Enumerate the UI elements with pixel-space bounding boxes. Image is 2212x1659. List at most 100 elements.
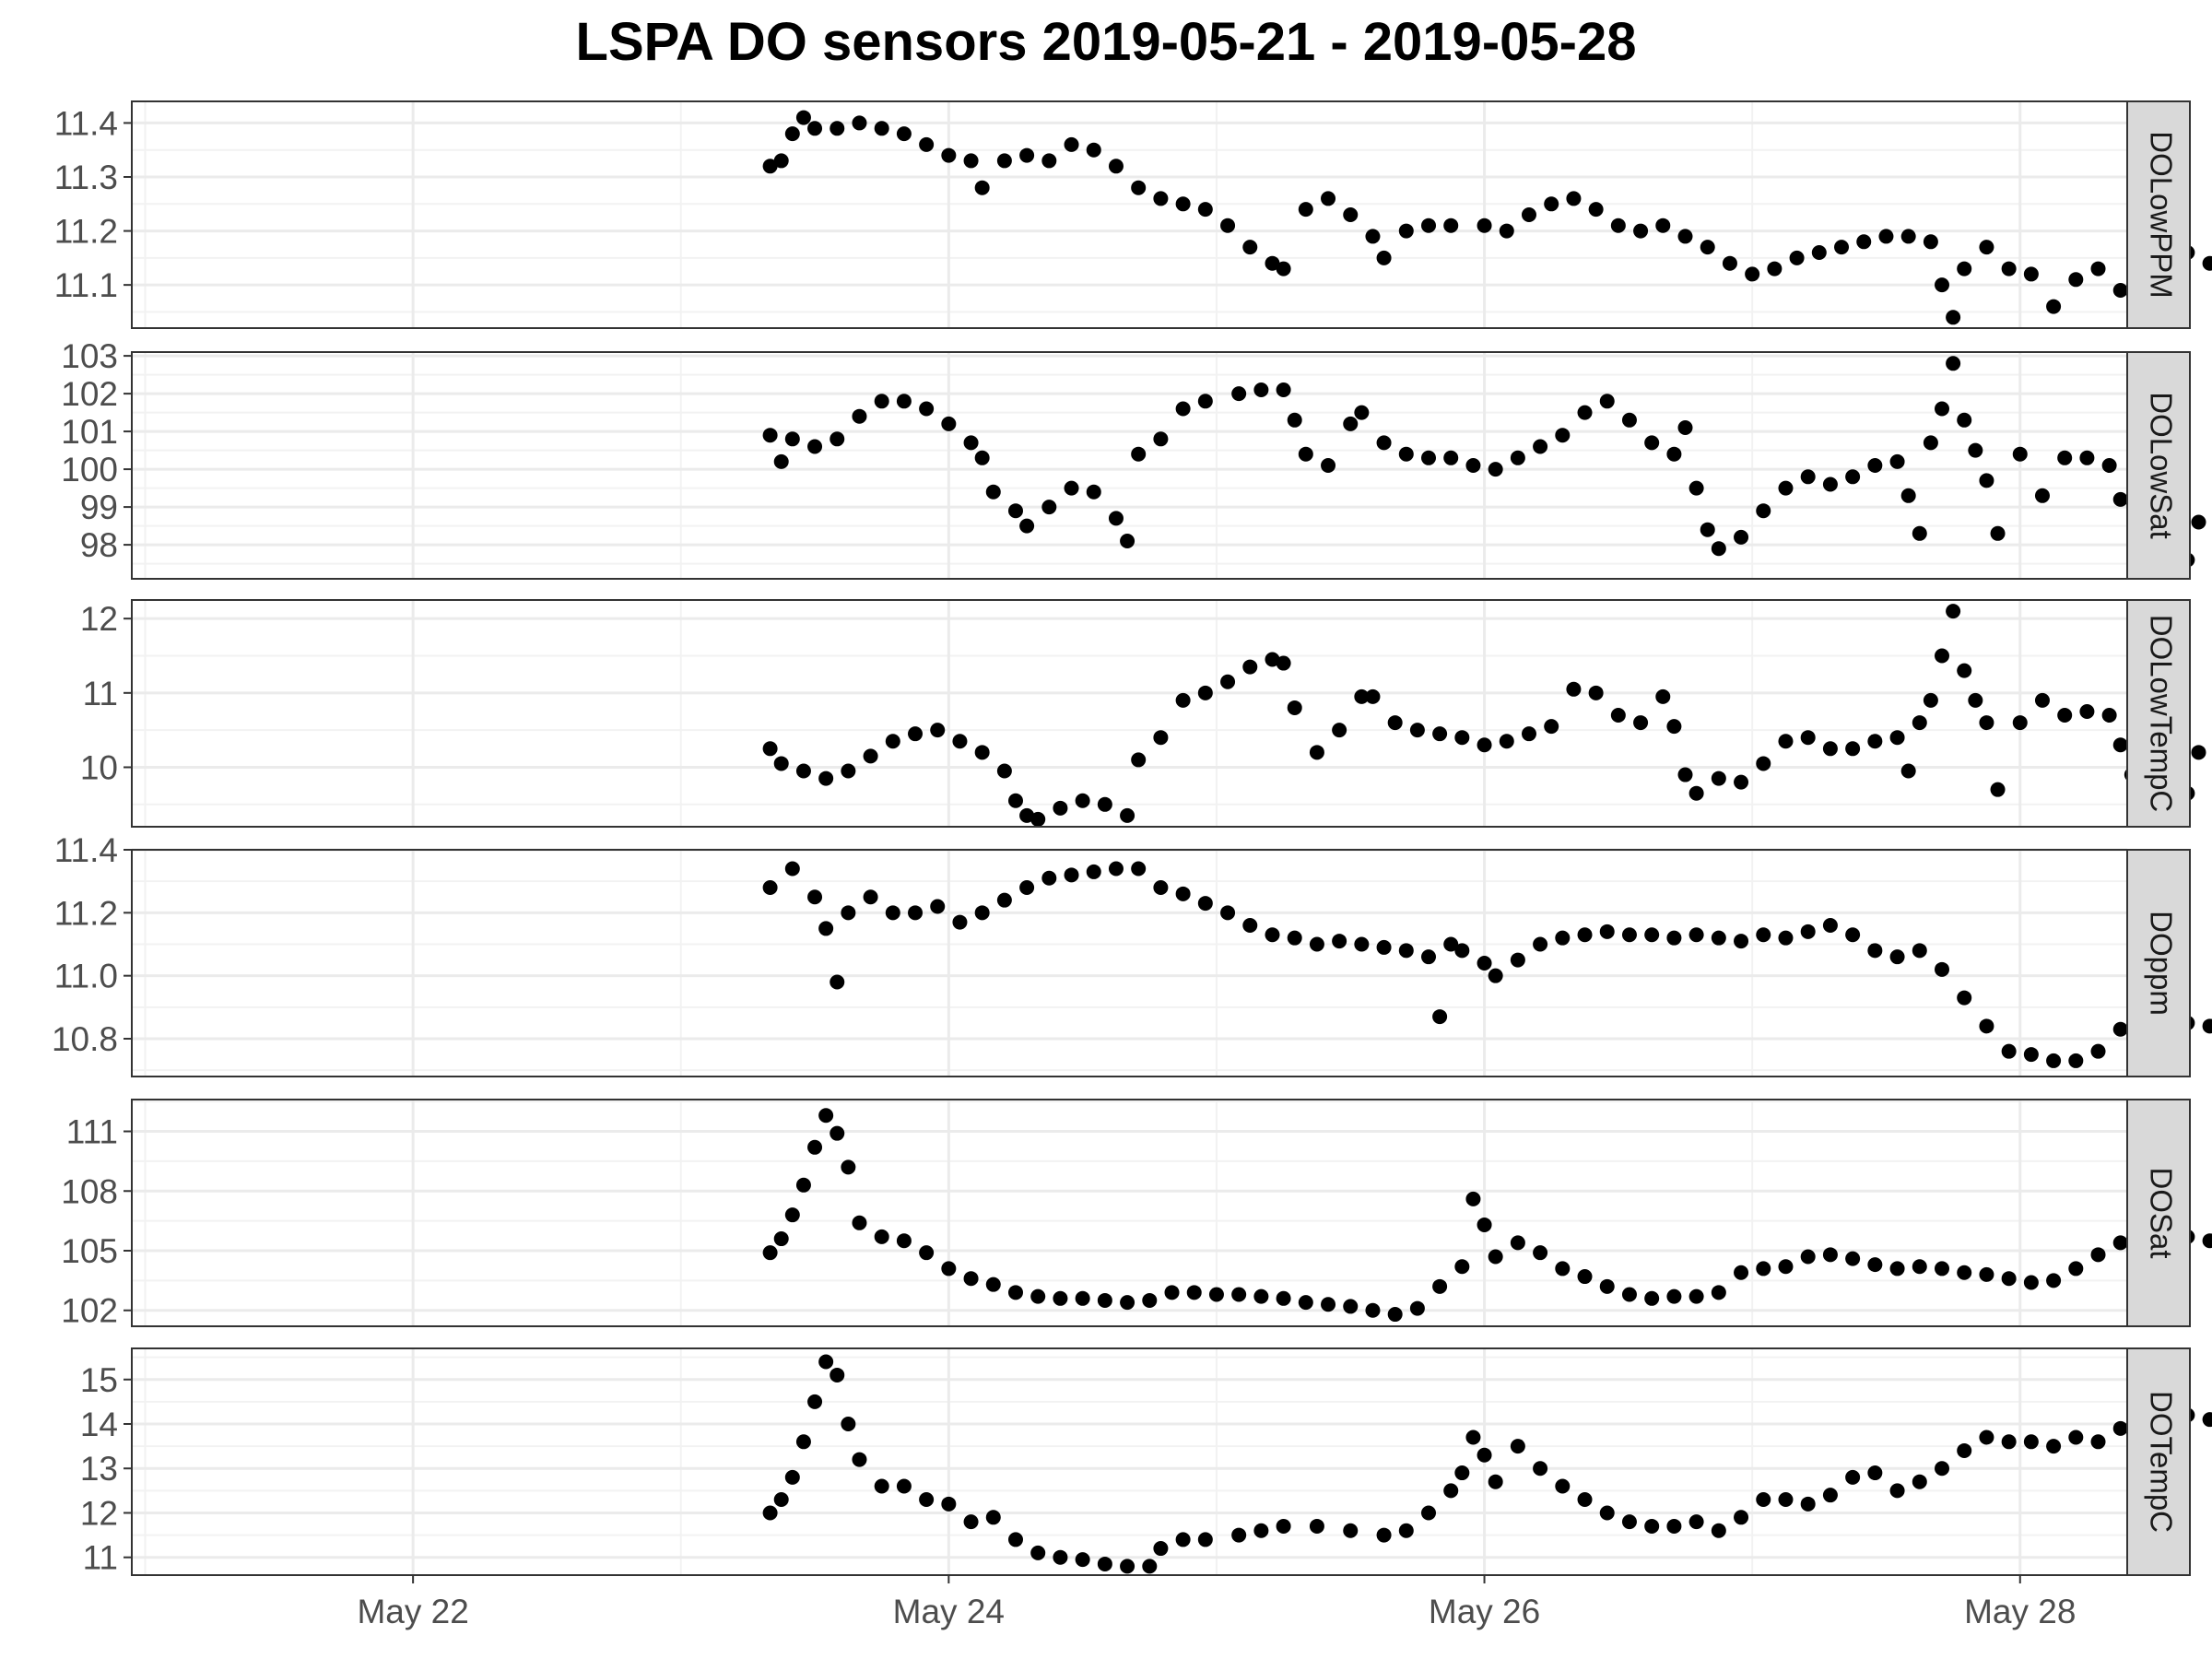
data-point	[2112, 491, 2128, 507]
data-point	[1454, 1465, 1470, 1481]
data-point	[1566, 191, 1582, 206]
data-point	[1477, 1447, 1492, 1463]
data-point	[762, 741, 778, 757]
data-point	[1108, 159, 1124, 174]
data-point	[795, 763, 811, 779]
data-point	[1889, 453, 1905, 469]
data-point	[1900, 488, 1916, 503]
data-point	[1253, 1523, 1269, 1538]
data-point	[795, 1434, 811, 1450]
data-point	[985, 1277, 1001, 1292]
data-point	[974, 180, 990, 195]
panel-DOTempC: 11 12 13 14 15 DOTempC	[80, 1347, 2212, 1577]
data-point	[2202, 1412, 2212, 1428]
data-point	[1588, 685, 1604, 700]
data-point	[1153, 191, 1169, 206]
data-point	[1756, 1261, 1771, 1277]
data-point	[885, 905, 900, 921]
data-point	[2001, 261, 2017, 276]
data-point	[1800, 1496, 1816, 1512]
data-point	[2202, 255, 2212, 271]
y-tick-label: 11.4	[54, 104, 118, 142]
y-tick-label: 11.0	[54, 958, 118, 995]
data-point	[1621, 1287, 1637, 1302]
data-point	[919, 401, 935, 417]
data-point	[1432, 726, 1448, 742]
data-point	[1734, 1265, 1749, 1280]
data-point	[996, 763, 1012, 779]
series-points	[762, 1108, 2212, 1323]
data-point	[1197, 202, 1213, 218]
data-point	[1086, 864, 1101, 879]
data-point	[1332, 934, 1347, 949]
data-point	[1711, 1285, 1726, 1300]
data-point	[1599, 924, 1615, 939]
data-point	[1231, 1527, 1247, 1543]
data-point	[2023, 266, 2039, 282]
data-point	[1477, 1217, 1492, 1232]
data-point	[1197, 394, 1213, 409]
data-point	[1332, 723, 1347, 738]
strip-box	[2126, 351, 2191, 580]
data-point	[1577, 1492, 1593, 1507]
data-point	[818, 771, 834, 786]
data-point	[1120, 534, 1135, 548]
data-point	[1510, 952, 1525, 968]
data-point	[1454, 730, 1470, 746]
data-point	[1621, 412, 1637, 428]
data-point	[1153, 880, 1169, 895]
data-point	[1499, 734, 1514, 749]
data-point	[852, 1215, 867, 1230]
data-point	[1220, 218, 1236, 233]
data-point	[1711, 771, 1726, 786]
data-point	[1064, 867, 1079, 883]
y-tick-label: 11.2	[54, 894, 118, 932]
data-point	[1845, 927, 1861, 943]
data-point	[1153, 431, 1169, 447]
data-point	[1800, 1249, 1816, 1265]
data-point	[1845, 469, 1861, 485]
data-point	[1376, 250, 1392, 265]
data-point	[1376, 435, 1392, 451]
data-point	[1131, 446, 1147, 462]
data-point	[1510, 1235, 1525, 1251]
data-point	[963, 153, 979, 169]
data-point	[1533, 1245, 1548, 1261]
data-point	[2057, 450, 2073, 465]
data-point	[1276, 655, 1291, 671]
data-point	[1443, 936, 1459, 952]
data-point	[1800, 730, 1816, 746]
y-tick-label: 108	[61, 1172, 118, 1210]
data-point	[2023, 1047, 2039, 1063]
data-point	[1756, 927, 1771, 943]
data-point	[2001, 1434, 2017, 1450]
data-point	[1030, 1545, 1046, 1560]
data-point	[930, 899, 946, 914]
data-point	[1477, 956, 1492, 971]
data-point	[2090, 1434, 2106, 1450]
data-point	[1968, 442, 1983, 458]
data-point	[2046, 1273, 2062, 1288]
data-point	[1197, 896, 1213, 912]
panel-background	[132, 1100, 2127, 1326]
data-point	[1666, 930, 1682, 946]
data-point	[1321, 1297, 1336, 1312]
data-point	[2068, 1261, 2084, 1277]
data-point	[1488, 1249, 1503, 1265]
data-point	[1276, 1290, 1291, 1306]
data-point	[818, 921, 834, 936]
data-point	[1621, 927, 1637, 943]
strip-label-DOppm: DOppm	[2144, 911, 2178, 1016]
data-point	[762, 1505, 778, 1521]
data-point	[852, 115, 867, 131]
data-point	[1633, 715, 1649, 731]
data-point	[1644, 1518, 1660, 1534]
data-point	[1666, 1518, 1682, 1534]
data-point	[1454, 943, 1470, 959]
data-point	[941, 147, 957, 163]
data-point	[1555, 930, 1571, 946]
data-point	[1800, 469, 1816, 485]
data-point	[2112, 1420, 2128, 1436]
data-point	[1120, 807, 1135, 823]
data-point	[1979, 240, 1994, 255]
